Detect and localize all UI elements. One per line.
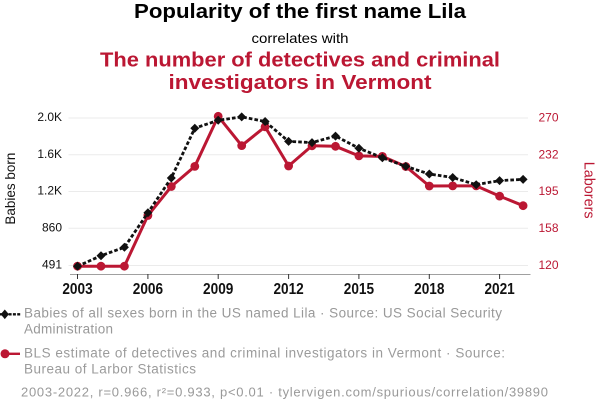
svg-text:195: 195 (539, 184, 559, 198)
svg-text:120: 120 (539, 258, 559, 272)
svg-text:Bureau of Larbor Statistics: Bureau of Larbor Statistics (24, 362, 196, 377)
svg-text:Administration: Administration (24, 322, 113, 337)
svg-text:860: 860 (42, 220, 62, 234)
svg-text:Babies of all sexes born in th: Babies of all sexes born in the US named… (24, 306, 502, 321)
svg-text:2021: 2021 (484, 281, 514, 298)
svg-text:2018: 2018 (414, 281, 444, 298)
svg-text:2006: 2006 (133, 281, 163, 298)
svg-text:491: 491 (42, 258, 62, 272)
svg-text:1.2K: 1.2K (37, 184, 62, 198)
svg-text:2.0K: 2.0K (37, 110, 62, 124)
svg-text:158: 158 (539, 221, 559, 235)
svg-text:2003-2022, r=0.966, r²=0.933,: 2003-2022, r=0.966, r²=0.933, p<0.01 · t… (21, 385, 548, 400)
svg-text:correlates with: correlates with (252, 30, 349, 46)
svg-text:The number of detectives and c: The number of detectives and criminal (100, 49, 500, 72)
svg-text:2012: 2012 (273, 281, 303, 298)
svg-text:Laborers: Laborers (580, 162, 596, 219)
svg-text:1.6K: 1.6K (37, 147, 62, 161)
svg-text:Popularity of the first name L: Popularity of the first name Lila (134, 1, 467, 23)
svg-text:Babies born: Babies born (3, 153, 18, 225)
svg-text:270: 270 (539, 111, 559, 125)
svg-text:2015: 2015 (344, 281, 374, 298)
svg-text:2003: 2003 (62, 281, 92, 298)
svg-text:BLS estimate of detectives and: BLS estimate of detectives and criminal … (24, 346, 505, 361)
svg-text:232: 232 (539, 147, 559, 161)
svg-text:2009: 2009 (203, 281, 233, 298)
svg-text:investigators in Vermont: investigators in Vermont (169, 71, 432, 94)
